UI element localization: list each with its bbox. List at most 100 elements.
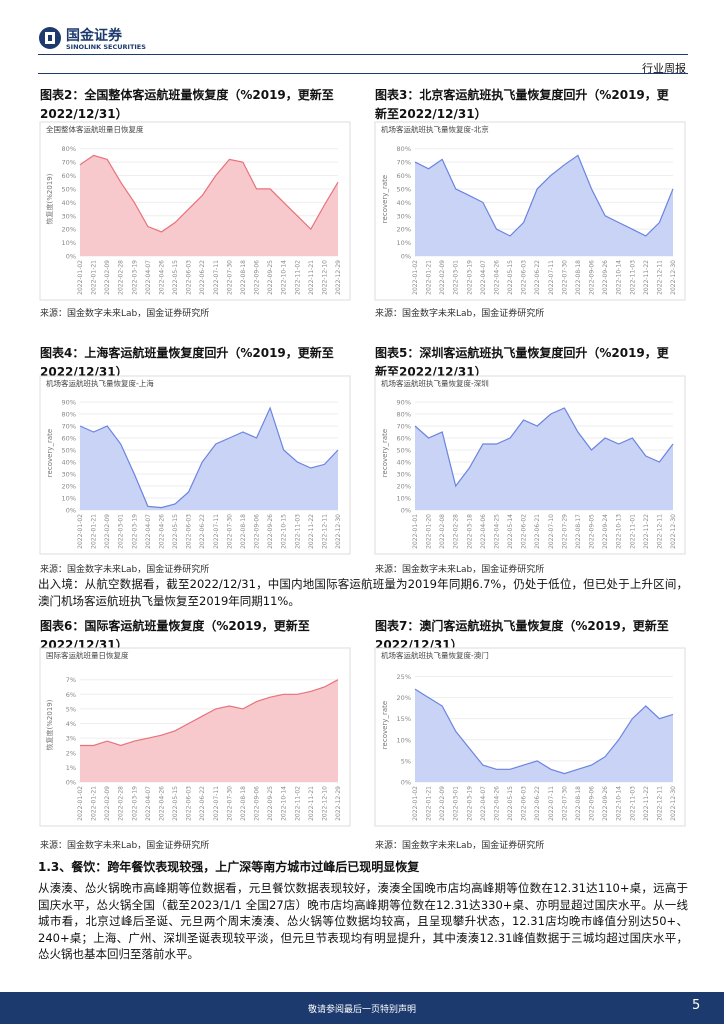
y-tick-label: 10% bbox=[397, 239, 411, 247]
figure-title: 图表3：北京客运航班执飞量恢复度回升（%2019，更新至2022/12/31） bbox=[375, 88, 669, 121]
x-tick-label: 2022-11-22 bbox=[308, 514, 315, 549]
x-tick-label: 2022-03-01 bbox=[453, 786, 460, 821]
x-tick-label: 2022-12-11 bbox=[321, 514, 328, 549]
chart-title: 机场客运航班执飞量恢复度-澳门 bbox=[381, 650, 489, 660]
x-tick-label: 2022-09-06 bbox=[589, 260, 596, 295]
y-tick-label: 25% bbox=[397, 673, 411, 681]
x-tick-label: 2022-11-21 bbox=[308, 786, 315, 821]
y-tick-label: 30% bbox=[397, 471, 411, 479]
y-tick-label: 1% bbox=[66, 764, 76, 772]
chart-title: 全国整体客运航班量日恢复度 bbox=[46, 124, 144, 134]
y-tick-label: 70% bbox=[397, 159, 411, 167]
y-tick-label: 20% bbox=[62, 226, 76, 234]
x-tick-label: 2022-02-28 bbox=[118, 786, 125, 821]
y-tick-label: 50% bbox=[397, 447, 411, 455]
y-tick-label: 30% bbox=[62, 212, 76, 220]
source: 来源：国金数字未来Lab，国金证券研究所 bbox=[40, 841, 210, 851]
line bbox=[414, 154, 674, 237]
y-tick-label: 10% bbox=[62, 239, 76, 247]
x-tick-label: 2022-04-26 bbox=[158, 260, 165, 295]
y-tick-label: 70% bbox=[62, 423, 76, 431]
source: 来源：国金数字未来Lab，国金证券研究所 bbox=[375, 841, 545, 851]
brand-en: SINOLINK SECURITIES bbox=[66, 43, 146, 51]
y-tick-label: 80% bbox=[397, 145, 411, 153]
x-tick-label: 2022-11-03 bbox=[294, 514, 301, 549]
x-tick-label: 2022-12-30 bbox=[670, 786, 677, 821]
x-tick-label: 2022-06-03 bbox=[186, 786, 193, 821]
y-tick-label: 4% bbox=[66, 720, 76, 728]
x-tick-label: 2022-05-15 bbox=[507, 260, 514, 295]
y-tick-label: 0% bbox=[401, 507, 411, 515]
x-tick-label: 2022-04-07 bbox=[145, 514, 152, 549]
x-tick-label: 2022-08-18 bbox=[240, 786, 247, 821]
y-tick-label: 20% bbox=[62, 483, 76, 491]
x-tick-label: 2022-05-15 bbox=[507, 786, 514, 821]
x-tick-label: 2022-09-26 bbox=[602, 260, 609, 295]
x-tick-label: 2022-04-06 bbox=[480, 514, 487, 549]
y-tick-label: 70% bbox=[397, 423, 411, 431]
y-tick-label: 90% bbox=[62, 399, 76, 407]
y-tick-label: 60% bbox=[62, 172, 76, 180]
x-tick-label: 2022-10-14 bbox=[281, 260, 288, 295]
x-tick-label: 2022-08-18 bbox=[240, 260, 247, 295]
x-tick-label: 2022-02-28 bbox=[118, 260, 125, 295]
header-rule bbox=[38, 73, 688, 74]
x-tick-label: 2022-09-06 bbox=[254, 260, 261, 295]
header-rule bbox=[38, 54, 688, 55]
x-tick-label: 2022-09-06 bbox=[254, 786, 261, 821]
x-tick-label: 2022-07-11 bbox=[548, 260, 555, 295]
x-tick-label: 2022-04-07 bbox=[145, 260, 152, 295]
x-tick-label: 2022-03-19 bbox=[131, 514, 138, 549]
y-tick-label: 60% bbox=[397, 435, 411, 443]
figure-title: 图表2：全国整体客运航班量恢复度（%2019，更新至2022/12/31） bbox=[40, 88, 334, 121]
x-tick-label: 2022-06-22 bbox=[534, 260, 541, 295]
x-tick-label: 2022-04-26 bbox=[493, 786, 500, 821]
x-tick-label: 2022-06-22 bbox=[199, 786, 206, 821]
x-tick-label: 2022-04-26 bbox=[493, 260, 500, 295]
x-tick-label: 2022-12-30 bbox=[670, 514, 677, 549]
x-tick-label: 2022-06-03 bbox=[521, 260, 528, 295]
x-tick-label: 2022-07-30 bbox=[561, 260, 568, 295]
x-tick-label: 2022-01-21 bbox=[91, 786, 98, 821]
chart-title: 国际客运航班量日恢复度 bbox=[46, 650, 129, 660]
x-tick-label: 2022-04-07 bbox=[480, 260, 487, 295]
line bbox=[79, 406, 339, 509]
x-tick-label: 2022-06-03 bbox=[186, 514, 193, 549]
x-tick-label: 2022-04-07 bbox=[480, 786, 487, 821]
x-tick-label: 2022-10-14 bbox=[616, 786, 623, 821]
x-tick-label: 2022-12-29 bbox=[335, 260, 342, 295]
y-tick-label: 10% bbox=[62, 495, 76, 503]
logo bbox=[39, 27, 61, 49]
y-tick-label: 40% bbox=[397, 199, 411, 207]
x-tick-label: 2022-11-22 bbox=[643, 260, 650, 295]
y-tick-label: 30% bbox=[397, 212, 411, 220]
y-tick-label: 10% bbox=[397, 495, 411, 503]
x-tick-label: 2022-06-03 bbox=[186, 260, 193, 295]
x-tick-label: 2022-01-21 bbox=[91, 260, 98, 295]
page-number: 5 bbox=[692, 998, 701, 1013]
x-tick-label: 2022-01-21 bbox=[426, 260, 433, 295]
chart-title: 机场客运航班执飞量恢复度-北京 bbox=[381, 124, 489, 134]
x-tick-label: 2022-10-14 bbox=[616, 260, 623, 295]
x-tick-label: 2022-10-13 bbox=[616, 514, 623, 549]
section-heading: 1.3、餐饮：跨年餐饮表现较强，上广深等南方城市过峰后已现明显恢复 bbox=[38, 860, 420, 874]
y-axis-label: 恢复度(%2019) bbox=[45, 173, 54, 224]
source: 来源：国金数字未来Lab，国金证券研究所 bbox=[375, 565, 545, 575]
chart-title: 机场客运航班执飞量恢复度-上海 bbox=[46, 378, 154, 388]
y-tick-label: 60% bbox=[62, 435, 76, 443]
y-axis-label: recovery_rate bbox=[381, 701, 389, 749]
x-tick-label: 2022-11-02 bbox=[294, 260, 301, 295]
x-tick-label: 2022-11-21 bbox=[308, 260, 315, 295]
y-tick-label: 15% bbox=[397, 715, 411, 723]
x-tick-label: 2022-04-26 bbox=[158, 514, 165, 549]
x-tick-label: 2022-09-24 bbox=[602, 514, 609, 549]
x-tick-label: 2022-02-09 bbox=[104, 514, 111, 549]
x-tick-label: 2022-06-21 bbox=[534, 514, 541, 549]
y-tick-label: 5% bbox=[401, 757, 411, 765]
x-tick-label: 2022-07-11 bbox=[213, 514, 220, 549]
report-type: 行业周报 bbox=[642, 62, 686, 75]
x-tick-label: 2022-04-25 bbox=[493, 514, 500, 549]
source: 来源：国金数字未来Lab，国金证券研究所 bbox=[40, 565, 210, 575]
